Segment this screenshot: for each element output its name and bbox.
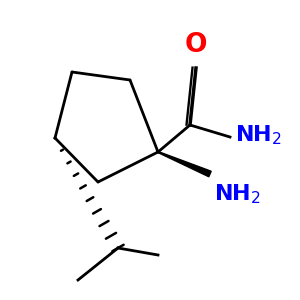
Text: NH$_2$: NH$_2$ [214,182,261,206]
Polygon shape [158,152,211,177]
Text: O: O [185,32,207,58]
Text: NH$_2$: NH$_2$ [235,123,282,147]
